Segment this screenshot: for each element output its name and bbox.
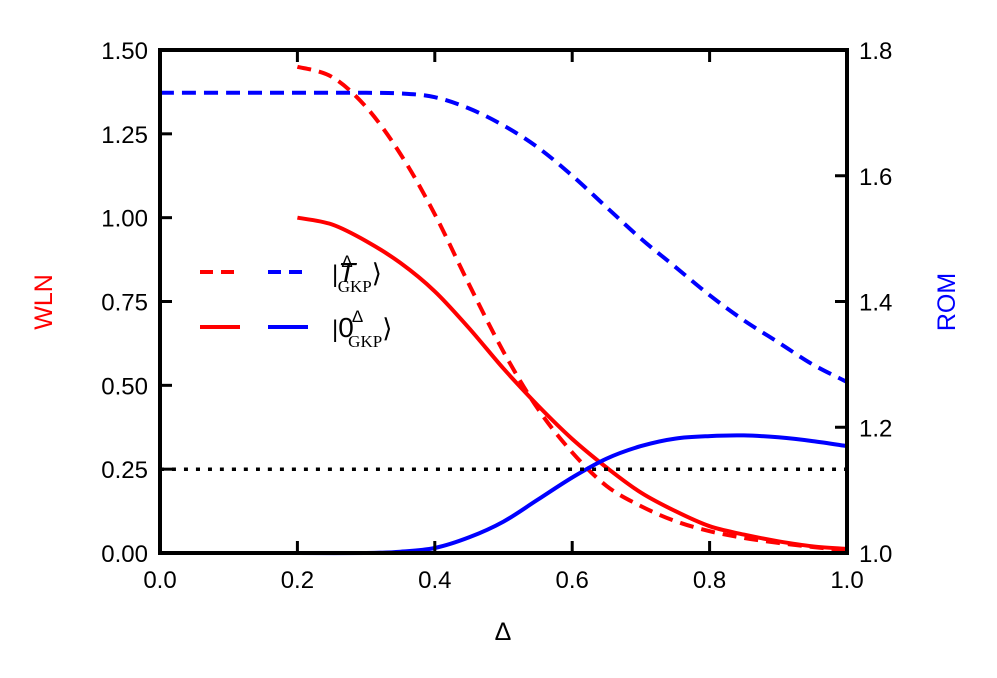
axis-ticks: 0.0 0.2 0.4 0.6 0.8 1.0 0.00 0.25 0.50 0.75 1.00 1.… (101, 38, 892, 594)
legend-item-0: |0Δ GKP⟩ (200, 307, 392, 351)
series-line-0 (296, 64, 848, 553)
y-right-tick-label: 1.6 (859, 164, 892, 191)
y-right-tick-label: 1.2 (859, 415, 892, 442)
y-left-tick-label: 1.50 (101, 38, 148, 65)
x-tick-label: 1.0 (830, 567, 863, 594)
legend: |TΔ GKP⟩ |0Δ GKP⟩ (200, 252, 392, 351)
y-left-tick-label: 0.50 (101, 373, 148, 400)
legend-label-T: |TΔ GKP⟩ (332, 252, 382, 296)
y-right-tick-label: 1.4 (859, 290, 892, 317)
y-left-tick-label: 0.75 (101, 290, 148, 317)
y-left-tick-label: 0.25 (101, 457, 148, 484)
x-tick-label: 0.6 (556, 567, 589, 594)
x-tick-label: 0.8 (693, 567, 726, 594)
plot-curves (160, 64, 848, 556)
series-line-2 (160, 90, 848, 384)
y-right-tick-label: 1.8 (859, 38, 892, 65)
plot-frame (158, 48, 849, 555)
legend-label-0: |0Δ GKP⟩ (332, 307, 392, 351)
x-axis-title: Δ (495, 618, 512, 646)
x-tick-label: 0.2 (281, 567, 314, 594)
series-line-3 (297, 433, 848, 556)
y-left-axis-title: WLN (30, 274, 58, 330)
y-left-tick-label: 0.00 (101, 541, 148, 568)
y-right-axis-title: ROM (933, 273, 961, 331)
y-left-tick-label: 1.25 (101, 122, 148, 149)
x-tick-label: 0.0 (143, 567, 176, 594)
x-tick-label: 0.4 (418, 567, 451, 594)
y-left-tick-label: 1.00 (101, 206, 148, 233)
y-right-tick-label: 1.0 (859, 541, 892, 568)
series-line-1 (297, 215, 848, 551)
legend-item-T: |TΔ GKP⟩ (200, 252, 382, 296)
